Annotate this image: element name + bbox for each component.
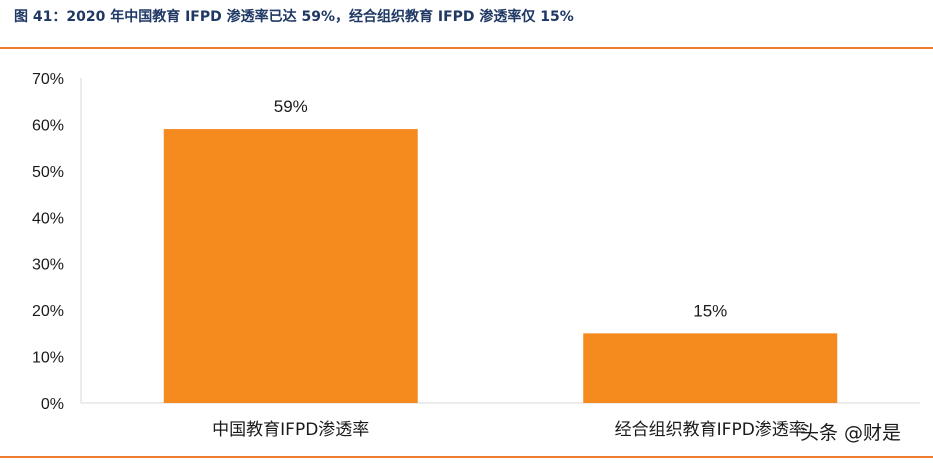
y-tick-label: 40%: [32, 210, 64, 227]
footer-divider: [0, 456, 933, 458]
y-tick-label: 10%: [32, 350, 64, 367]
bar-value-label: 59%: [274, 97, 308, 116]
y-tick-label: 50%: [32, 164, 64, 181]
y-tick-label: 20%: [32, 303, 64, 320]
y-tick-label: 30%: [32, 257, 64, 274]
y-tick-label: 0%: [41, 396, 64, 413]
bar: [583, 333, 838, 403]
x-tick-label: 经合组织教育IFPD渗透率: [615, 420, 806, 440]
x-tick-label: 中国教育IFPD渗透率: [212, 420, 369, 440]
figure-title: 图 41：2020 年中国教育 IFPD 渗透率已达 59%，经合组织教育 IF…: [14, 9, 574, 25]
y-tick-label: 70%: [32, 71, 64, 88]
title-divider: [0, 47, 933, 49]
y-tick-label: 60%: [32, 117, 64, 134]
bar-value-label: 15%: [693, 301, 727, 320]
watermark: 头条 @财是: [800, 422, 902, 444]
bar: [163, 129, 418, 404]
